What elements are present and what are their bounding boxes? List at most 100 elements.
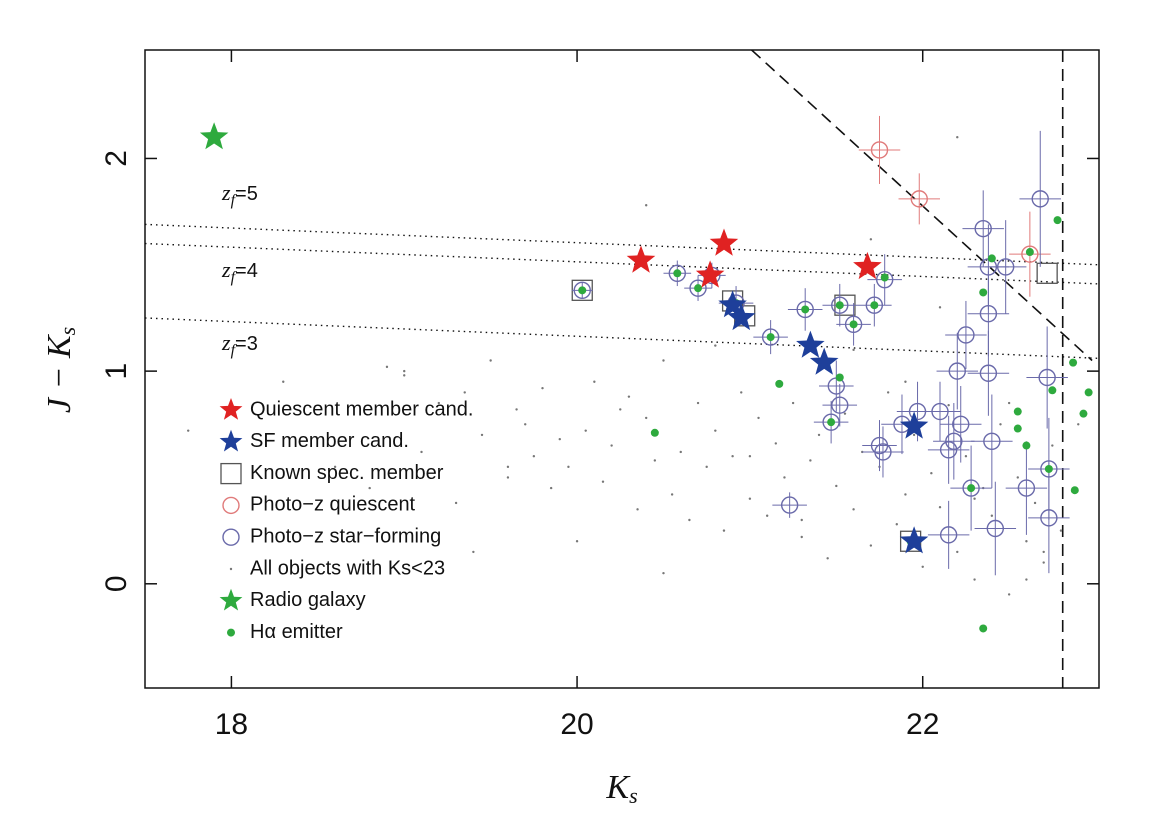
object-point [1077, 423, 1080, 426]
photoz-point [875, 270, 894, 289]
object-point [956, 135, 959, 139]
object-point [869, 238, 873, 241]
halpha-point [673, 269, 682, 278]
object-point [912, 433, 916, 437]
photoz-point [939, 526, 958, 544]
halpha-point [987, 254, 996, 263]
photoz-point [870, 141, 889, 159]
object-point [800, 518, 803, 522]
halpha-point [835, 373, 844, 382]
annotation-text: =5 [235, 183, 258, 205]
object-point [904, 493, 907, 496]
object-point [869, 544, 873, 547]
member-star [626, 245, 656, 273]
object-point [947, 403, 950, 407]
photoz-point [962, 479, 980, 497]
object-point [731, 454, 734, 458]
object-point [558, 437, 561, 441]
halpha-point [1022, 441, 1031, 450]
object-point [774, 442, 778, 445]
object-point [886, 391, 890, 394]
legend-label: All objects with Ks<23 [250, 557, 445, 579]
plot-layer [145, 50, 1099, 688]
axis-label-main: K [605, 769, 631, 806]
object-point [765, 514, 769, 517]
spec-member [1036, 262, 1058, 284]
halpha-point [766, 333, 775, 342]
annotation-sub: f [231, 342, 238, 359]
legend-symbol [222, 528, 240, 546]
halpha-point [979, 624, 988, 633]
object-point [714, 344, 717, 347]
annotation-text: =3 [235, 333, 258, 355]
object-point [1007, 593, 1011, 596]
halpha-point [827, 418, 836, 427]
object-point [627, 395, 631, 398]
object-point [1025, 540, 1028, 543]
object-point [601, 480, 605, 483]
object-point [714, 429, 717, 432]
object-point [696, 401, 700, 405]
photoz-point [1031, 190, 1049, 208]
object-point [895, 523, 898, 526]
annotation-sub: f [231, 269, 238, 286]
halpha-point [578, 286, 587, 295]
halpha-point [870, 301, 879, 310]
halpha-point [775, 379, 784, 388]
photoz-point [865, 296, 884, 314]
object-point [567, 465, 570, 469]
photoz-point [957, 326, 975, 344]
object-point [282, 380, 285, 383]
object-point [783, 476, 786, 479]
object-point [938, 506, 942, 509]
annotation-text: =4 [235, 260, 258, 282]
photoz-point [1017, 479, 1036, 497]
object-point [403, 374, 406, 377]
object-point [584, 429, 587, 432]
object-point [472, 550, 475, 554]
halpha-point [835, 301, 844, 310]
halpha-point [650, 428, 659, 437]
object-point [817, 433, 821, 437]
object-point [705, 465, 708, 469]
object-point [506, 476, 510, 479]
axis-label: J − Ks [41, 327, 80, 413]
photoz-point [974, 219, 992, 238]
halpha-point [1013, 424, 1022, 433]
halpha-point [1048, 386, 1057, 395]
legend-symbol [219, 588, 243, 611]
halpha-point [1084, 388, 1093, 397]
legend-label: SF member cand. [250, 430, 409, 452]
annotation: zf=5 [221, 180, 258, 209]
x-tick-label: 18 [215, 708, 248, 741]
object-point [549, 486, 553, 490]
legend-symbol [219, 429, 243, 452]
photoz-point [1021, 245, 1039, 263]
object-point [403, 369, 406, 373]
photoz-point [689, 279, 707, 297]
legend-symbol [220, 462, 242, 485]
object-point [999, 423, 1002, 426]
halpha-point [1070, 486, 1079, 495]
object-point [653, 459, 657, 462]
object-point [480, 433, 484, 437]
object-point [930, 472, 933, 475]
photoz-point [983, 432, 1001, 451]
object-point [748, 454, 752, 458]
annotation: zf=4 [221, 257, 258, 286]
object-point [679, 450, 682, 454]
photoz-point [945, 432, 963, 451]
member-star [853, 251, 882, 280]
object-point [852, 508, 855, 511]
annotation-var: z [221, 180, 231, 205]
object-point [506, 465, 510, 469]
object-point [826, 557, 829, 560]
object-point [670, 493, 674, 496]
annotation-var: z [221, 257, 231, 282]
object-point [990, 514, 994, 517]
axis-label-main: J − K [41, 333, 78, 413]
halpha-point [979, 288, 988, 297]
annotation-sub: f [231, 192, 238, 209]
legend-label: Hα emitter [250, 621, 343, 643]
object-point [489, 359, 492, 362]
